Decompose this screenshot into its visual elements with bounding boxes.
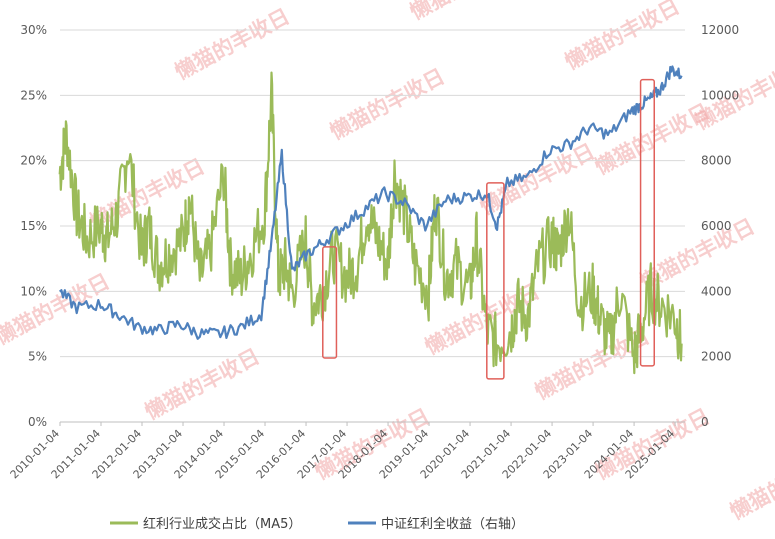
watermark-text: 懒猫的丰收日 bbox=[326, 64, 449, 144]
y-left-tick-label: 5% bbox=[28, 350, 47, 364]
legend-label-blue: 中证红利全收益（右轴） bbox=[381, 516, 524, 532]
series-csi-dividend-total-return bbox=[59, 65, 683, 340]
y-right-tick-label: 6000 bbox=[701, 219, 732, 233]
watermark-text: 懒猫的丰收日 bbox=[406, 0, 529, 24]
y-left-tick-label: 0% bbox=[28, 415, 47, 429]
watermark-text: 懒猫的丰收日 bbox=[726, 444, 775, 524]
y-axis-left: 0% 5% 10% 15% 20% 25% 30% bbox=[20, 23, 47, 429]
y-left-tick-label: 10% bbox=[20, 284, 47, 298]
legend: 红利行业成交占比（MA5） 中证红利全收益（右轴） bbox=[110, 516, 524, 532]
y-left-tick-label: 30% bbox=[20, 23, 47, 37]
y-right-tick-label: 10000 bbox=[701, 88, 739, 102]
series-line bbox=[59, 65, 683, 340]
highlight-box bbox=[486, 182, 505, 380]
y-axis-right: 0 2000 4000 6000 8000 10000 12000 bbox=[701, 23, 739, 429]
y-right-tick-label: 0 bbox=[701, 415, 709, 429]
y-left-tick-label: 20% bbox=[20, 154, 47, 168]
watermark-text: 懒猫的丰收日 bbox=[141, 344, 264, 424]
highlight-box bbox=[322, 246, 338, 359]
y-left-tick-label: 15% bbox=[20, 219, 47, 233]
y-right-tick-label: 4000 bbox=[701, 284, 732, 298]
y-right-tick-label: 2000 bbox=[701, 350, 732, 364]
y-right-tick-label: 12000 bbox=[701, 23, 739, 37]
watermark-text: 懒猫的丰收日 bbox=[171, 4, 294, 84]
highlight-box bbox=[639, 78, 655, 367]
series-line bbox=[58, 71, 683, 375]
highlight-boxes bbox=[322, 78, 655, 380]
y-right-tick-label: 8000 bbox=[701, 154, 732, 168]
legend-label-green: 红利行业成交占比（MA5） bbox=[143, 516, 301, 532]
series-dividend-turnover bbox=[58, 71, 683, 375]
y-left-tick-label: 25% bbox=[20, 88, 47, 102]
watermark-text: 懒猫的丰收日 bbox=[561, 0, 684, 74]
watermark-text: 懒猫的丰收日 bbox=[476, 139, 599, 219]
